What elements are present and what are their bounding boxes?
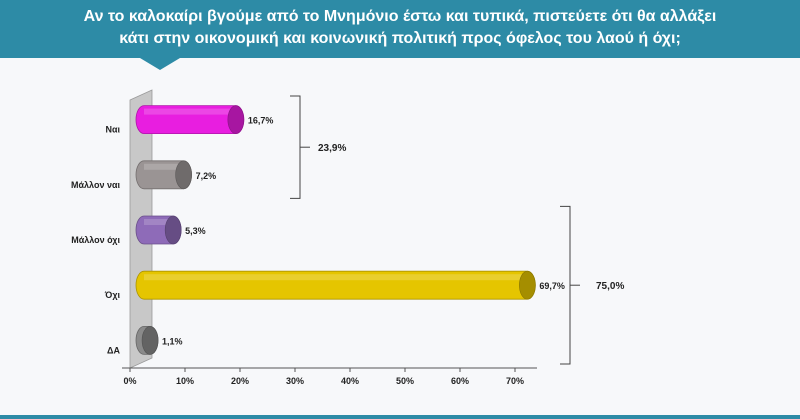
category-label: Μάλλον ναι — [71, 180, 120, 190]
x-tick-label: 70% — [506, 376, 524, 386]
title-banner — [0, 0, 800, 58]
bar-cap — [141, 326, 159, 355]
bottom-rule — [0, 415, 800, 419]
group-label: 23,9% — [318, 143, 346, 154]
x-tick-label: 30% — [286, 376, 304, 386]
x-tick-label: 10% — [176, 376, 194, 386]
category-label: ΔΑ — [107, 345, 120, 355]
bar-cap — [175, 160, 192, 190]
category-label: Μάλλον όχι — [71, 235, 120, 245]
group-bracket — [290, 95, 301, 199]
banner-notch — [140, 58, 180, 70]
data-label: 5,3% — [185, 226, 206, 236]
x-tick-label: 60% — [451, 376, 469, 386]
x-tick-label: 40% — [341, 376, 359, 386]
bar-cap — [227, 105, 245, 134]
data-label: 69,7% — [539, 281, 565, 291]
data-label: 16,7% — [248, 116, 274, 126]
bar-highlight — [144, 274, 528, 281]
bar-highlight — [144, 163, 184, 170]
bar-highlight — [144, 108, 236, 115]
page-title: Αν το καλοκαίρι βγούμε από το Μνημόνιο έ… — [0, 6, 800, 50]
x-tick-label: 0% — [123, 376, 136, 386]
data-label: 7,2% — [196, 171, 217, 181]
x-tick-label: 20% — [231, 376, 249, 386]
bar-cap — [519, 270, 536, 300]
title-line-1: Αν το καλοκαίρι βγούμε από το Μνημόνιο έ… — [83, 8, 717, 25]
group-label: 75,0% — [596, 281, 624, 292]
bar-highlight — [144, 219, 174, 225]
category-label: Ναι — [105, 125, 120, 135]
x-tick-label: 50% — [396, 376, 414, 386]
bar-cap — [164, 215, 182, 245]
data-label: 1,1% — [162, 336, 183, 346]
category-label: Όχι — [104, 290, 121, 300]
title-line-2: κάτι στην οικονομική και κοινωνική πολιτ… — [119, 30, 681, 47]
